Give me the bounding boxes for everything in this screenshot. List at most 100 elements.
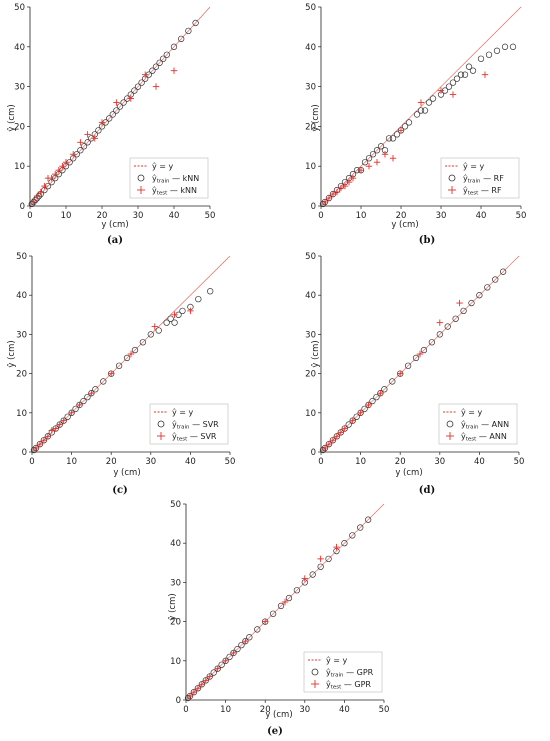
x-tick-label: 20 — [396, 211, 407, 221]
y-tick-label: 20 — [305, 370, 316, 380]
train-point — [319, 200, 327, 208]
test-point — [37, 188, 44, 196]
test-point — [62, 159, 70, 166]
test-point — [32, 444, 40, 452]
x-tick-label: 20 — [260, 705, 271, 715]
y-tick-label: 0 — [20, 202, 25, 212]
legend-box — [149, 403, 229, 445]
test-point — [449, 91, 457, 98]
identity-line — [29, 6, 211, 207]
test-point — [68, 409, 75, 416]
test-point — [397, 370, 404, 377]
test-point — [152, 83, 160, 90]
y-tick-label: 0 — [22, 448, 27, 458]
test-point — [44, 433, 52, 440]
y-tick-label: 0 — [176, 696, 181, 706]
legend-test-label: ŷtest — kNN — [152, 186, 197, 197]
test-point — [55, 166, 62, 174]
x-tick-label: 50 — [514, 457, 525, 467]
train-point — [476, 292, 483, 299]
test-point — [333, 543, 340, 551]
test-point — [397, 127, 405, 134]
test-point — [48, 174, 55, 182]
test-point — [349, 174, 357, 182]
x-tick-label: 20 — [395, 457, 406, 467]
train-point — [171, 319, 178, 326]
y-tick-label: 40 — [14, 43, 25, 53]
train-point — [465, 63, 473, 70]
scatter-plot-b: 0 10 20 30 40 50 0 10 20 30 40 50 ŷ = y ŷtrain — RFŷt… — [305, 3, 526, 246]
chart-panel-b: 0 10 20 30 40 50 0 10 20 30 40 50 ŷ = y ŷtrain — RF ŷt… — [286, 0, 550, 246]
test-point — [194, 685, 202, 692]
train-point — [218, 661, 225, 668]
train-point — [460, 307, 467, 315]
test-point — [333, 433, 341, 440]
legend-test-label: ŷtest — SVR — [172, 432, 217, 443]
train-point — [369, 397, 376, 405]
y-tick-label: 10 — [16, 409, 27, 419]
train-point — [134, 83, 142, 90]
chart-panel-d: 0 10 20 30 40 50 0 10 20 30 40 50 ŷ = y ŷtrain — ANN ŷ… — [286, 246, 550, 496]
train-point — [412, 354, 420, 362]
test-point — [187, 307, 194, 315]
identity-line — [320, 6, 522, 207]
test-point — [76, 401, 83, 409]
train-point — [345, 421, 352, 428]
panel-caption: (c) — [112, 485, 128, 496]
y-tick-label: 50 — [170, 500, 181, 510]
plot-area: 0 10 20 30 40 50 0 10 20 30 40 50 ŷ = y ŷtrain — kNNŷ… — [14, 3, 215, 221]
legend-train-label: ŷtrain — ANN — [461, 420, 509, 431]
x-tick-label: 30 — [145, 457, 156, 467]
train-point — [373, 393, 380, 401]
x-tick-label: 20 — [97, 211, 108, 221]
train-point — [317, 563, 324, 570]
train-point — [493, 47, 501, 54]
test-point — [88, 390, 95, 397]
test-point — [127, 95, 134, 102]
test-point — [60, 417, 67, 424]
test-point — [98, 119, 106, 126]
legend-identity-label: ŷ = y — [326, 656, 348, 665]
y-axis-label: ŷ (cm) — [7, 104, 17, 131]
train-point — [420, 346, 428, 354]
y-tick-label: 10 — [170, 657, 181, 667]
train-point — [115, 362, 123, 369]
test-point — [36, 440, 44, 448]
test-point — [262, 618, 269, 625]
train-point — [80, 143, 88, 150]
test-point — [190, 688, 198, 696]
panel-caption: (a) — [107, 235, 123, 246]
panel-caption: (b) — [419, 235, 435, 246]
y-tick-label: 40 — [170, 539, 181, 549]
legend-box — [438, 403, 518, 445]
train-point — [381, 386, 388, 393]
test-point — [373, 159, 381, 166]
train-point — [309, 571, 316, 578]
train-point — [100, 378, 107, 385]
legend-train-label: ŷtrain — RF — [463, 174, 504, 185]
train-point — [357, 524, 364, 531]
test-point — [481, 71, 489, 78]
legend-test-label: ŷtest — ANN — [461, 432, 507, 443]
train-point — [277, 602, 285, 610]
train-point — [509, 43, 517, 50]
test-point — [337, 429, 344, 436]
train-point — [113, 107, 120, 114]
test-point — [381, 151, 389, 158]
train-point — [109, 111, 116, 118]
test-point — [365, 401, 372, 409]
train-point — [361, 159, 369, 166]
train-point — [421, 107, 429, 114]
legend-box — [440, 157, 520, 199]
train-point — [425, 99, 433, 106]
train-point — [269, 610, 277, 617]
train-point — [92, 386, 99, 393]
test-point — [329, 190, 337, 198]
train-point — [95, 127, 102, 134]
train-point — [80, 397, 87, 405]
train-point — [178, 35, 185, 42]
train-point — [32, 196, 39, 204]
